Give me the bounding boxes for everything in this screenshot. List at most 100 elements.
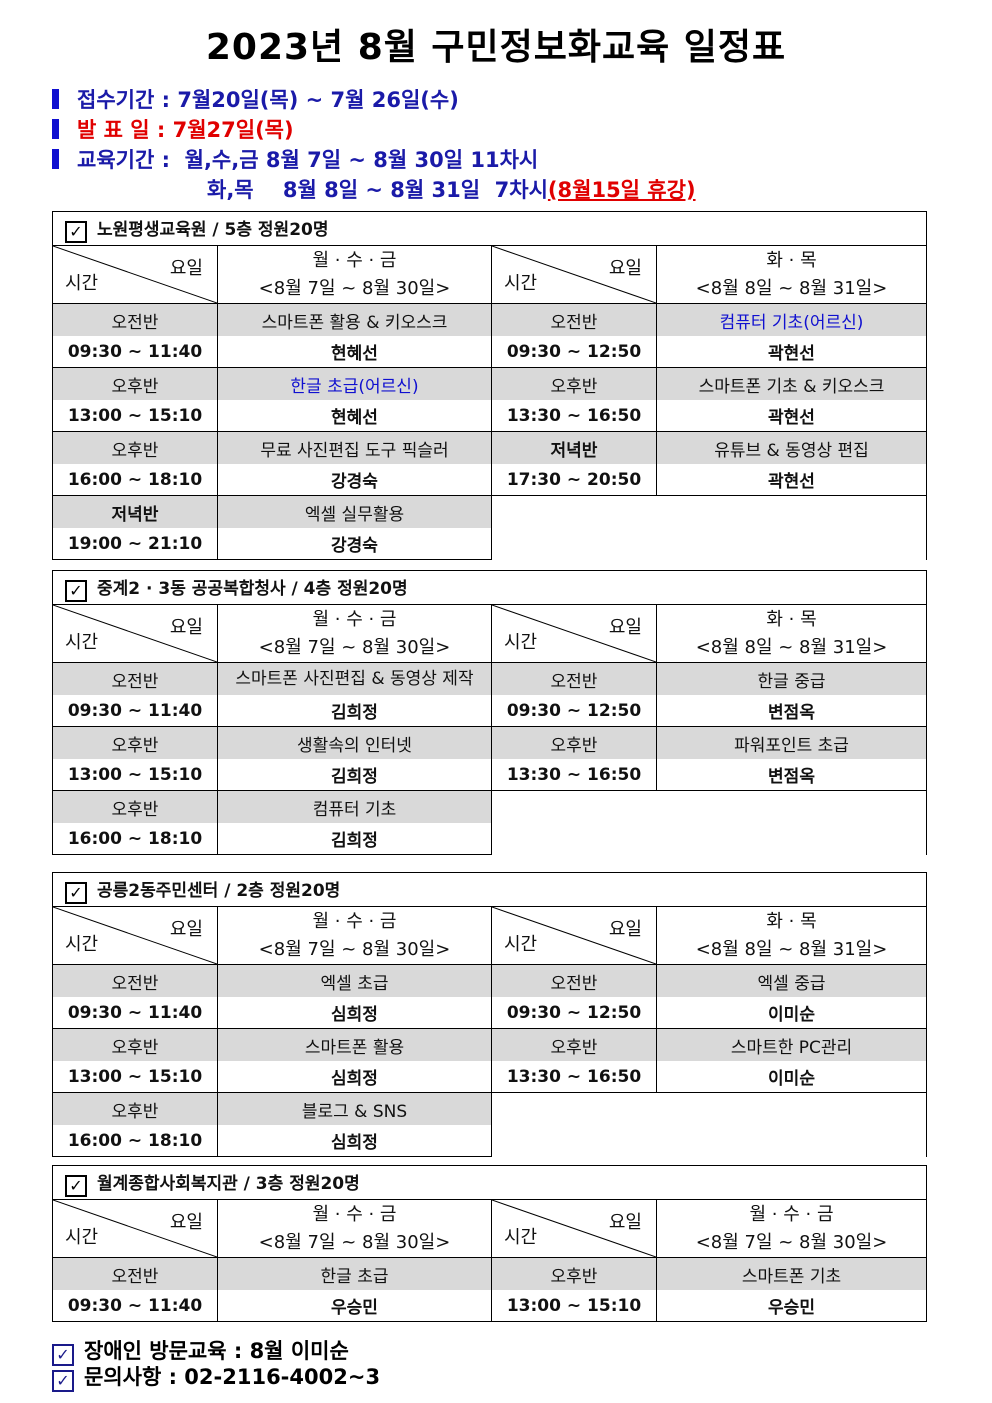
class-period: 오후반 (52, 1028, 218, 1061)
course-name: 스마트폰 기초 (655, 1257, 928, 1290)
date-range: <8월 8일 ~ 8월 31일> (695, 277, 888, 299)
class-period: 저녁반 (52, 495, 218, 528)
instructor-name: 김희정 (217, 759, 492, 791)
time-label: 시간 (504, 273, 538, 294)
days: 월 · 수 · 금 (312, 608, 397, 630)
class-period-text: 오후반 (550, 735, 598, 756)
instructor-name: 심희정 (217, 1061, 492, 1093)
class-period: 오전반 (491, 964, 657, 997)
diagonal-line (53, 1200, 217, 1257)
class-detail-row: 09:30 ~ 11:40 김희정 09:30 ~ 12:50 변점옥 (52, 695, 928, 727)
class-row: 오전반 스마트폰 활용 & 키오스크 오전반 컴퓨터 기초(어르신) (52, 303, 927, 336)
days: 화 · 목 (766, 910, 817, 932)
checkbox-icon: ✓ (52, 1370, 74, 1392)
course-name-text: 스마트폰 활용 (304, 1037, 405, 1058)
instructor-name-text: 심희정 (331, 1069, 378, 1089)
right-days-header: 월 · 수 · 금 <8월 7일 ~ 8월 30일> (655, 1199, 928, 1258)
class-time-text: 09:30 ~ 11:40 (67, 700, 203, 721)
class-period-text: 오전반 (111, 1266, 159, 1287)
section-title: ✓ 월계종합사회복지관 / 3층 정원20명 (51, 1165, 928, 1200)
course-name: 한글 초급 (217, 1257, 492, 1290)
class-period-text: 저녁반 (550, 440, 598, 461)
day-label: 요일 (169, 919, 203, 940)
class-period: 저녁반 (491, 431, 657, 464)
class-row: 오전반 엑셀 초급 오전반 엑셀 중급 (52, 964, 928, 997)
class-period-text: 오전반 (111, 973, 159, 994)
course-name-text: 무료 사진편집 도구 픽슬러 (260, 440, 449, 461)
class-period: 오전반 (52, 303, 218, 336)
period-line-2: 화,목 8월 8일 ~ 8월 31일 7차시 (207, 178, 548, 202)
course-name: 스마트폰 사진편집 & 동영상 제작 (217, 662, 492, 695)
course-name: 블로그 & SNS (217, 1092, 492, 1125)
diagonal-line (492, 1200, 656, 1257)
section-title: ✓ 중계2 · 3동 공공복합청사 / 4층 정원20명 (51, 570, 928, 605)
day-time-header-cell: 요일 시간 (491, 1199, 657, 1258)
class-time: 09:30 ~ 11:40 (52, 695, 218, 727)
period-line-1: 월,수,금 8월 7일 ~ 8월 30일 11차시 (184, 148, 539, 172)
schedule-table: ✓ 월계종합사회복지관 / 3층 정원20명 요일 시간 월 · 수 · 금 <8월 7일… (51, 1165, 928, 1322)
right-days-header: 화 · 목 <8월 8일 ~ 8월 31일> (655, 604, 928, 663)
class-time: 13:00 ~ 15:10 (52, 400, 218, 432)
instructor-name: 곽현선 (656, 464, 927, 496)
diagonal-line (53, 605, 217, 662)
instructor-name: 이미순 (655, 997, 928, 1029)
course-name: 생활속의 인터넷 (217, 726, 492, 759)
period-label: 교육기간 : (77, 148, 185, 172)
course-name-text: 블로그 & SNS (301, 1101, 408, 1122)
instructor-name-text: 현혜선 (331, 344, 378, 364)
class-time-text: 19:00 ~ 21:10 (67, 533, 203, 554)
schedule-table: ✓ 공릉2동주민센터 / 2층 정원20명 요일 시간 월 · 수 · 금 <8월 7일 … (51, 872, 928, 1157)
class-time: 16:00 ~ 18:10 (52, 823, 218, 855)
instructor-name: 곽현선 (656, 336, 927, 368)
diagonal-line (492, 246, 656, 303)
date-range: <8월 7일 ~ 8월 30일> (695, 1231, 888, 1253)
checkbox-icon: ✓ (52, 1344, 74, 1366)
course-name-text: 엑셀 중급 (757, 973, 826, 994)
section-header-row: 요일 시간 월 · 수 · 금 <8월 7일 ~ 8월 30일> 요일 시간 월 · 수 ·… (52, 1199, 928, 1258)
empty-cell (490, 790, 928, 855)
instructor-name-text: 변점옥 (768, 703, 815, 723)
instructor-name: 곽현선 (656, 400, 927, 432)
section-title-text: 노원평생교육원 / 5층 정원20명 (97, 219, 329, 240)
time-label: 시간 (65, 632, 99, 653)
class-detail-row: 16:00 ~ 18:10 강경숙 17:30 ~ 20:50 곽현선 (52, 464, 927, 496)
class-time-text: 13:00 ~ 15:10 (67, 1066, 203, 1087)
course-name-text: 스마트폰 활용 & 키오스크 (261, 312, 448, 333)
instructor-name-text: 우승민 (768, 1298, 815, 1318)
course-name: 유튜브 & 동영상 편집 (656, 431, 927, 464)
section-title: ✓ 공릉2동주민센터 / 2층 정원20명 (51, 872, 928, 907)
class-time: 13:30 ~ 16:50 (491, 1061, 657, 1093)
course-name: 스마트폰 기초 & 키오스크 (656, 367, 927, 400)
days: 월 · 수 · 금 (749, 1203, 834, 1225)
class-row: 오후반 한글 초급(어르신) 오후반 스마트폰 기초 & 키오스크 (52, 367, 927, 400)
course-name: 무료 사진편집 도구 픽슬러 (217, 431, 492, 464)
course-name: 컴퓨터 기초 (217, 790, 492, 823)
instructor-name-text: 김희정 (331, 703, 378, 723)
date-range: <8월 8일 ~ 8월 31일> (695, 636, 888, 658)
class-time: 13:00 ~ 15:10 (491, 1290, 657, 1322)
class-period-text: 오전반 (550, 312, 598, 333)
day-label: 요일 (608, 258, 642, 279)
day-label: 요일 (169, 1212, 203, 1233)
class-period: 오후반 (491, 1028, 657, 1061)
class-time-text: 16:00 ~ 18:10 (67, 469, 203, 490)
course-name: 파워포인트 초급 (655, 726, 928, 759)
class-period: 오후반 (491, 1257, 657, 1290)
class-period-text: 오전반 (550, 973, 598, 994)
class-period: 오전반 (52, 1257, 218, 1290)
day-time-header-cell: 요일 시간 (52, 906, 218, 965)
class-time: 09:30 ~ 12:50 (491, 336, 657, 368)
instructor-name-text: 강경숙 (331, 536, 378, 556)
class-detail-row: 19:00 ~ 21:10 강경숙 (52, 528, 927, 560)
days: 월 · 수 · 금 (312, 1203, 397, 1225)
class-detail-row: 16:00 ~ 18:10 심희정 (52, 1125, 927, 1157)
instructor-name-text: 현혜선 (331, 408, 378, 428)
holiday-note: (8월15일 휴강) (547, 178, 696, 202)
class-period-text: 오후반 (111, 1101, 159, 1122)
class-row: 오후반 무료 사진편집 도구 픽슬러 저녁반 유튜브 & 동영상 편집 (52, 431, 927, 464)
course-name-text: 한글 초급 (320, 1266, 389, 1287)
class-row: 오후반 스마트폰 활용 오후반 스마트한 PC관리 (52, 1028, 928, 1061)
class-time: 13:00 ~ 15:10 (52, 1061, 218, 1093)
class-period-text: 오후반 (111, 735, 159, 756)
instructor-name: 우승민 (655, 1290, 928, 1322)
